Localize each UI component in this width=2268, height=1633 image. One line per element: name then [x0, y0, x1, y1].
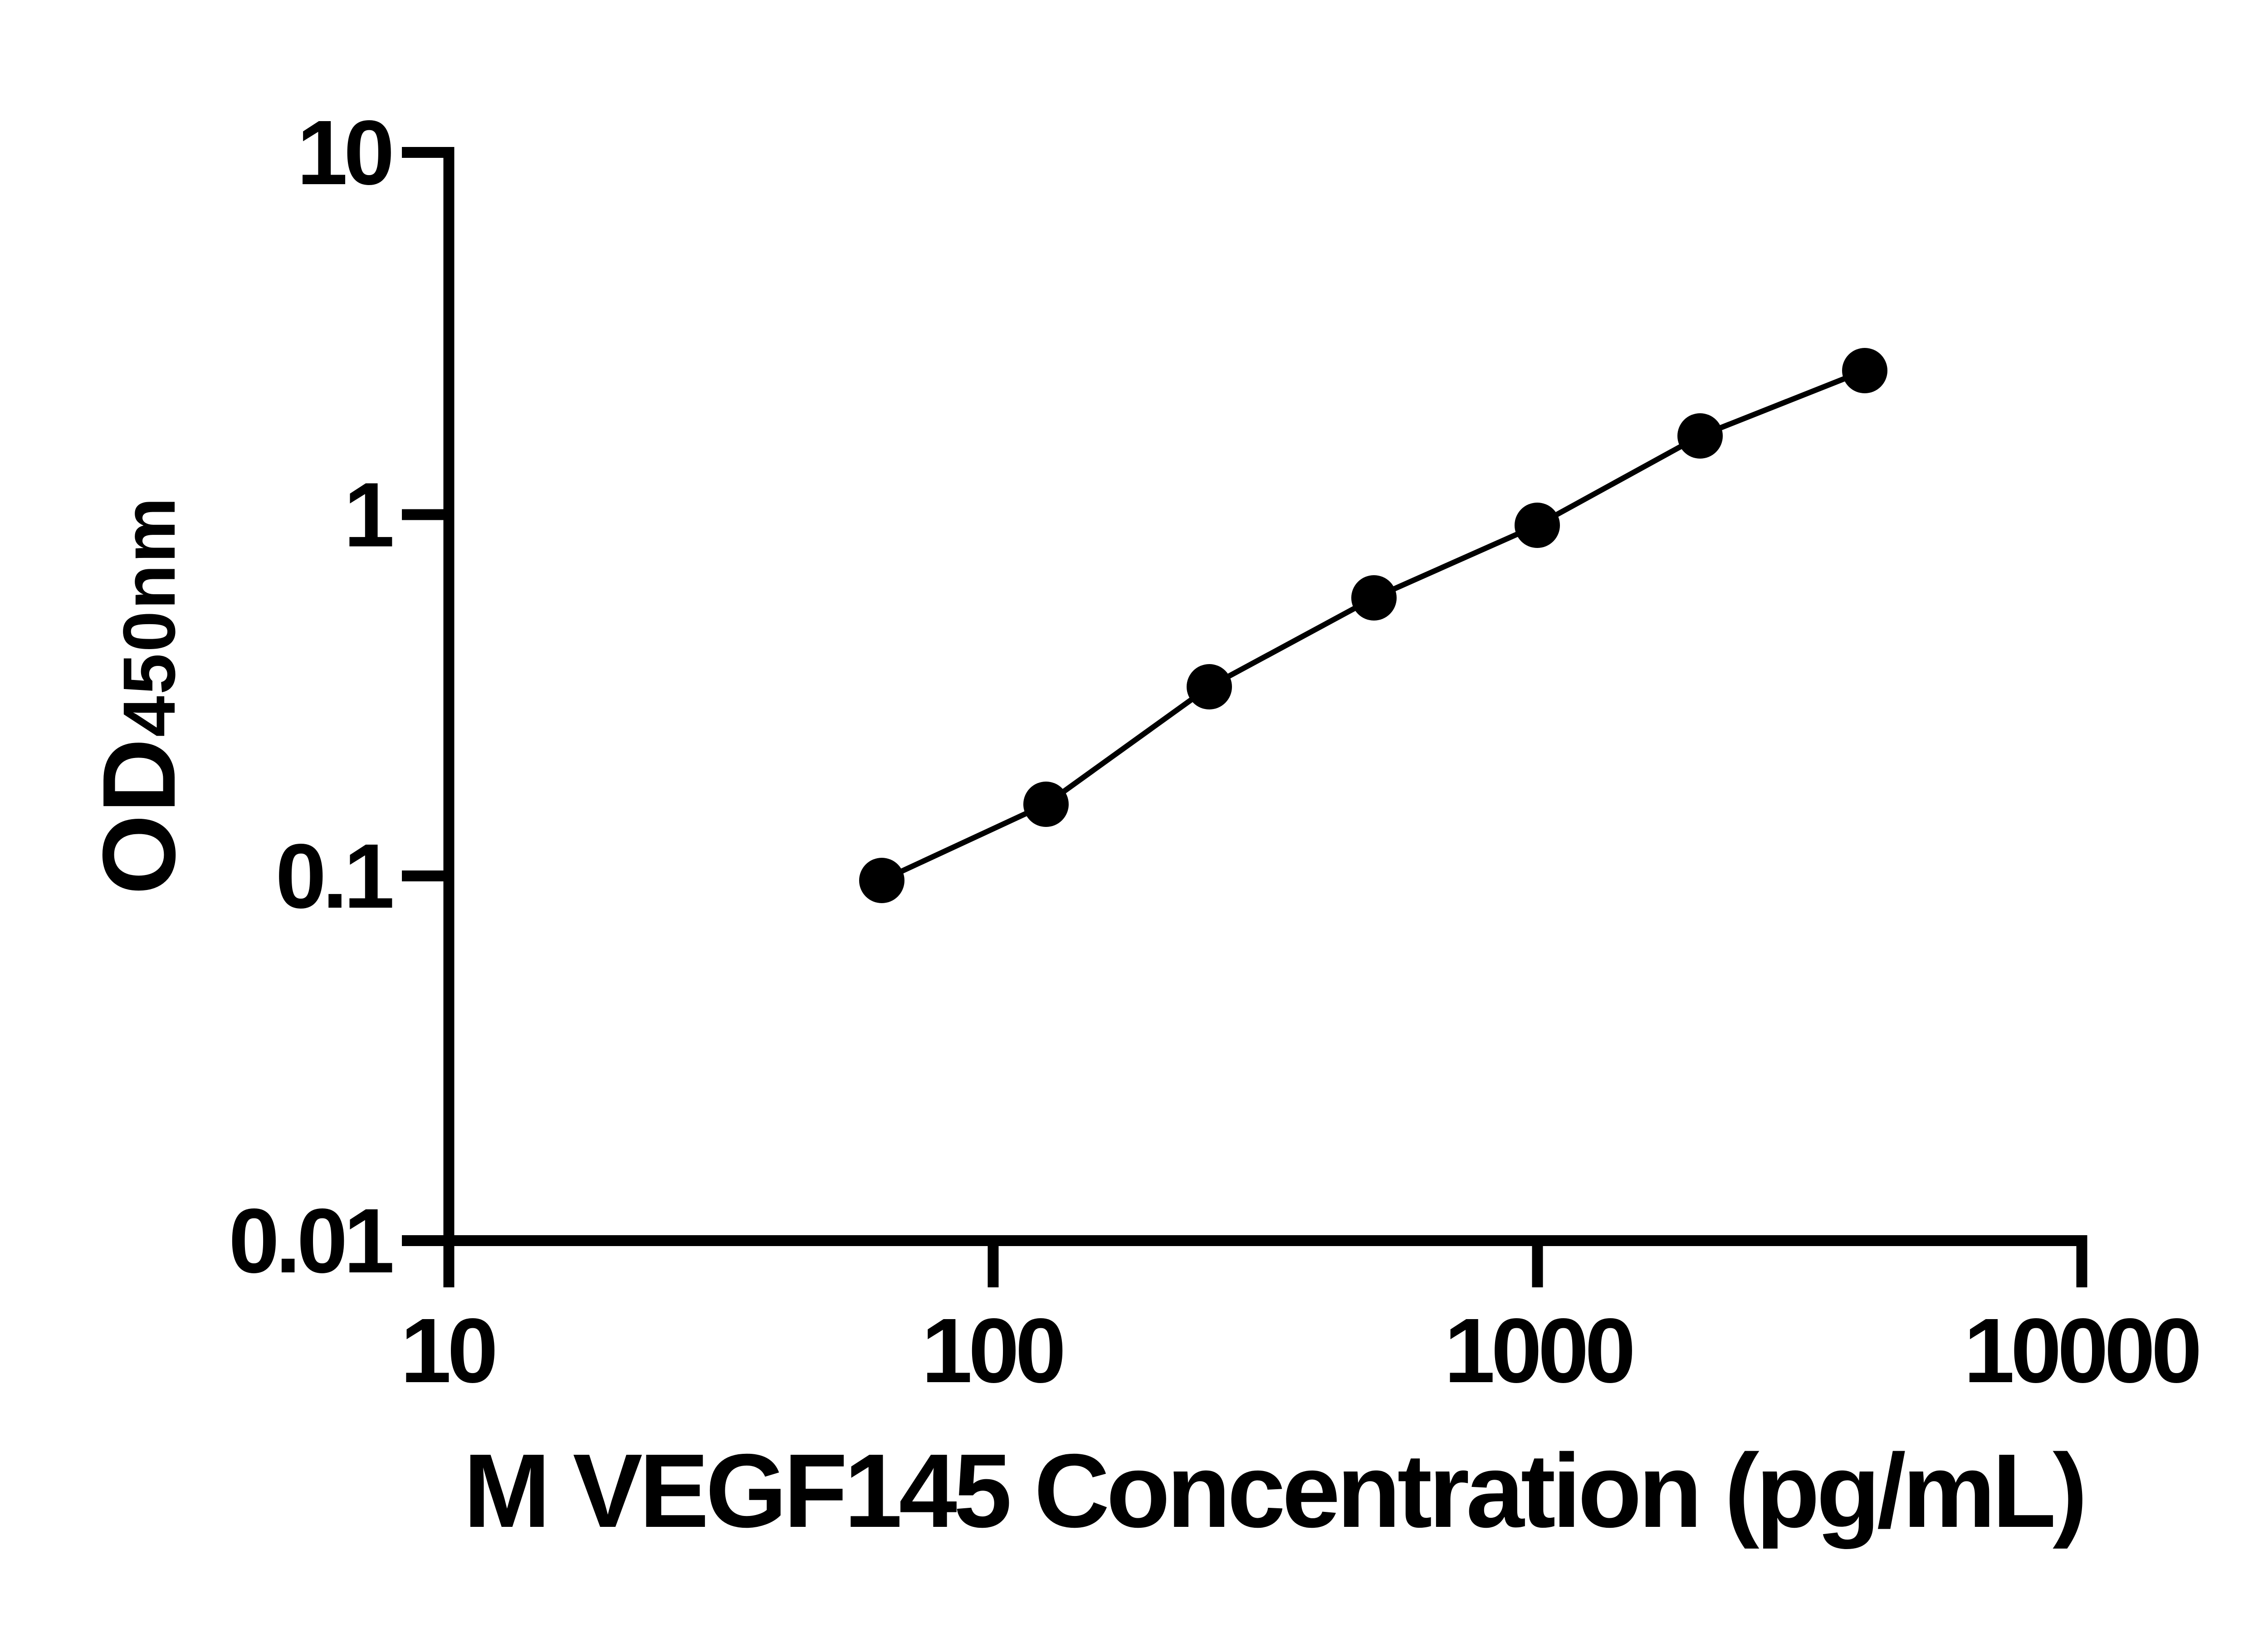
- svg-text:10000: 10000: [1964, 1299, 2199, 1402]
- svg-text:0.01: 0.01: [229, 1189, 392, 1292]
- svg-text:0.1: 0.1: [275, 825, 392, 927]
- svg-text:1: 1: [344, 464, 392, 566]
- svg-text:OD450nm: OD450nm: [82, 496, 197, 895]
- svg-text:M VEGF145 Concentration (pg/mL: M VEGF145 Concentration (pg/mL): [463, 1432, 2084, 1549]
- svg-text:1000: 1000: [1444, 1299, 1633, 1402]
- svg-text:10: 10: [297, 101, 391, 204]
- svg-text:100: 100: [921, 1299, 1063, 1402]
- svg-text:10: 10: [401, 1299, 495, 1402]
